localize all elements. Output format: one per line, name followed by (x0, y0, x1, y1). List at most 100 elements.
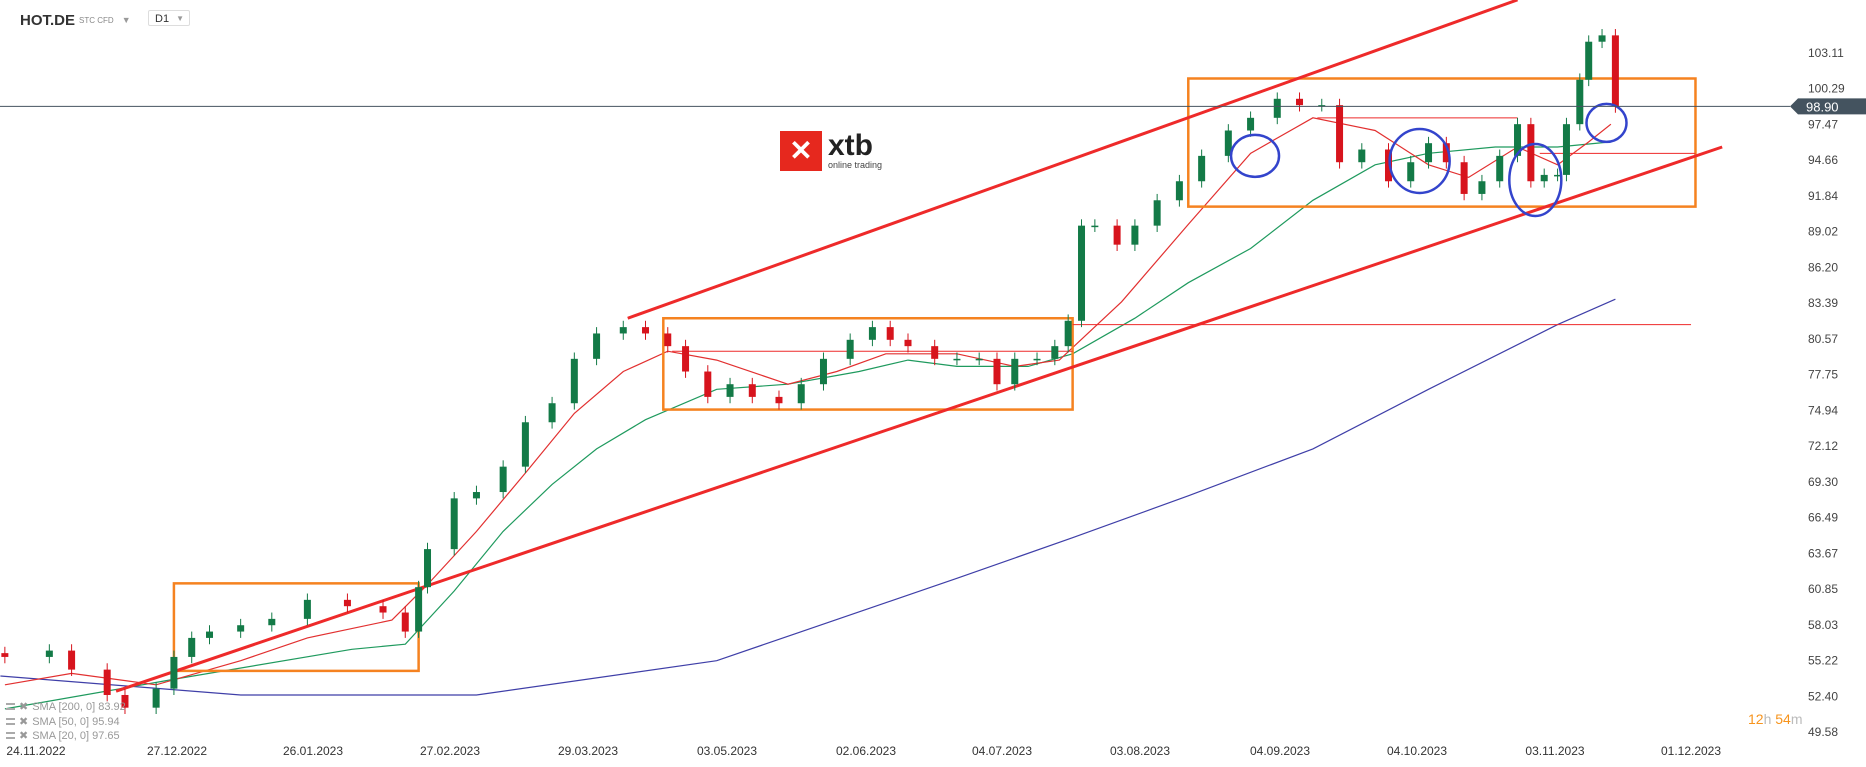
settings-icon[interactable] (6, 703, 15, 710)
candle-body (1478, 181, 1486, 194)
candle-body (121, 694, 129, 708)
candle-body (819, 358, 827, 385)
candle-body (1033, 358, 1041, 361)
timer-h: h (1763, 711, 1772, 727)
candle-body (1224, 130, 1232, 156)
lower-trendline (115, 145, 1723, 693)
close-icon[interactable]: ✖ (19, 716, 29, 728)
candle-body (1131, 225, 1139, 245)
highlight-circle (1508, 142, 1563, 218)
timeframe-select[interactable]: D1 ▼ (148, 10, 190, 26)
candle-body (424, 549, 432, 588)
legend-sma-200[interactable]: ✖ SMA [200, 0] 83.92 (6, 700, 126, 713)
y-tick-label: 52.40 (1808, 689, 1838, 703)
y-tick-label: 60.85 (1808, 582, 1838, 596)
timeframe-value: D1 (155, 13, 170, 25)
candle-body (975, 358, 983, 361)
y-tick-label: 103.11 (1808, 46, 1844, 60)
x-tick-label: 26.01.2023 (283, 744, 343, 758)
symbol-name: HOT.DE (20, 11, 76, 29)
legend-label: SMA [200, 0] 83.92 (32, 700, 126, 713)
candle-body (1153, 200, 1161, 226)
legend-label: SMA [20, 0] 97.65 (32, 729, 120, 742)
x-tick-label: 03.11.2023 (1525, 744, 1584, 758)
candle-body (1113, 225, 1121, 245)
logo-brand: xtb (828, 129, 873, 162)
candle-body (1078, 225, 1086, 321)
candle-body (1198, 155, 1206, 182)
y-tick-label: 97.47 (1808, 117, 1838, 131)
x-tick-label: 02.06.2023 (836, 744, 896, 758)
y-tick-label: 77.75 (1808, 368, 1838, 382)
x-tick-label: 03.05.2023 (697, 744, 757, 758)
candle-body (704, 371, 712, 397)
candle-body (415, 587, 423, 632)
chevron-down-icon[interactable]: ▼ (121, 15, 131, 25)
y-tick-label: 55.22 (1808, 654, 1838, 668)
candle-body (170, 656, 178, 689)
candle-body (726, 384, 734, 397)
timer-minutes: 54 (1775, 711, 1791, 727)
candle-body (68, 650, 76, 670)
candle-body (1514, 124, 1522, 156)
range-box (1187, 77, 1697, 208)
candle-body (1611, 35, 1619, 107)
symbol-selector[interactable]: HOT.DE STC CFD ▼ (20, 10, 131, 30)
settings-icon[interactable] (6, 732, 15, 739)
sma-line (4, 117, 1612, 686)
candle-body (1011, 358, 1019, 385)
xtb-logo: ✕ xtb online trading (780, 131, 882, 171)
candle-body (521, 422, 529, 467)
highlight-circle (1388, 127, 1451, 195)
x-tick-label: 29.03.2023 (558, 744, 618, 758)
candle-body (1407, 162, 1415, 182)
candle-body (593, 333, 601, 359)
candle-body (1384, 149, 1392, 182)
candle-body (1358, 149, 1366, 163)
y-tick-label: 89.02 (1808, 225, 1838, 239)
candle-body (931, 346, 939, 359)
candle-body (45, 650, 53, 657)
candle-body (450, 498, 458, 550)
candle-body (1318, 105, 1326, 107)
candle-body (642, 327, 650, 334)
candle-body (1425, 143, 1433, 163)
candle-body (1576, 79, 1584, 125)
current-price-label: 98.90 (1806, 99, 1839, 114)
settings-icon[interactable] (6, 718, 15, 725)
y-tick-label: 49.58 (1808, 725, 1838, 739)
candle-body (1496, 155, 1504, 182)
x-tick-label: 04.10.2023 (1387, 744, 1447, 758)
x-tick-label: 27.12.2022 (147, 744, 207, 758)
candle-body (472, 492, 480, 499)
logo-tagline: online trading (828, 160, 883, 170)
y-tick-label: 69.30 (1808, 475, 1838, 489)
range-box (662, 316, 1074, 411)
y-tick-label: 72.12 (1808, 439, 1838, 453)
candle-body (401, 612, 409, 632)
timer-m: m (1790, 711, 1803, 727)
candle-body (1585, 41, 1593, 80)
candle-body (1247, 117, 1255, 131)
candle-body (1296, 98, 1304, 106)
candle-body (1442, 143, 1450, 163)
candle-countdown: 12h 54m (1748, 711, 1803, 727)
chevron-down-icon: ▼ (176, 14, 184, 23)
candle-body (868, 327, 876, 340)
candle-body (103, 669, 111, 695)
sma-line (0, 298, 1616, 696)
candle-body (303, 599, 311, 619)
y-tick-label: 100.29 (1808, 82, 1845, 96)
candle-body (1091, 225, 1099, 228)
current-price-tag (1790, 98, 1866, 115)
highlight-circle (1585, 102, 1628, 144)
candle-body (1554, 174, 1562, 177)
close-icon[interactable]: ✖ (19, 730, 29, 742)
legend-sma-50[interactable]: ✖ SMA [50, 0] 95.94 (6, 715, 120, 728)
legend-sma-20[interactable]: ✖ SMA [20, 0] 97.65 (6, 729, 120, 742)
candle-body (664, 333, 672, 347)
candle-body (797, 384, 805, 404)
close-icon[interactable]: ✖ (19, 701, 29, 713)
candle-body (775, 396, 783, 404)
